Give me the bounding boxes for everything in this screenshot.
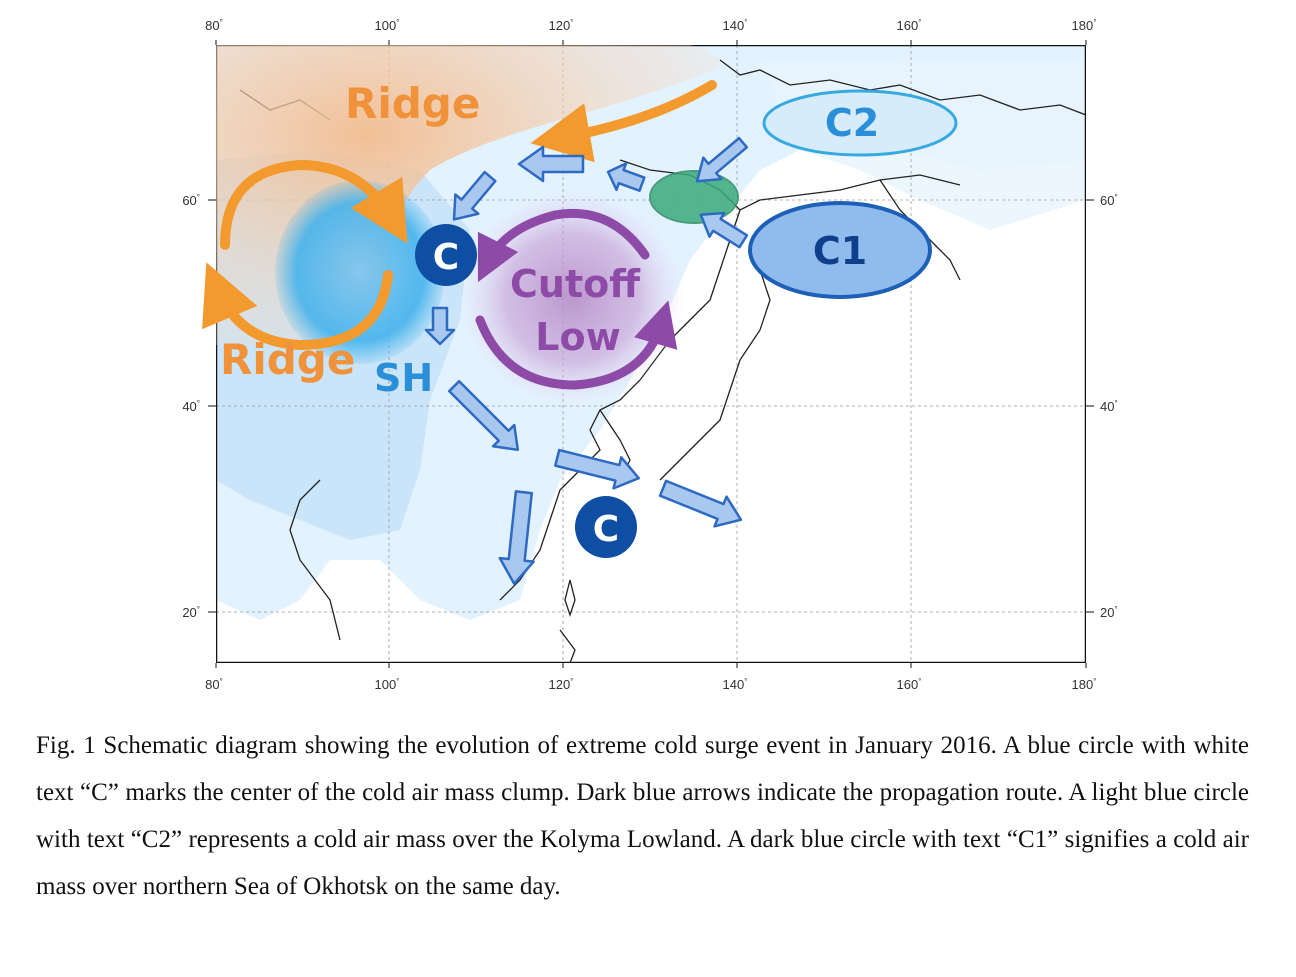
c1-cold-air-mass [748,201,932,299]
lon-label-bottom-80: 80° [205,677,223,692]
schematic-map-figure: 80° 100° 120° 140° 160° 180° 80° 100° 12… [182,18,1118,692]
route-arrow-center-south [424,306,456,346]
lon-label-top-160: 160° [897,18,922,33]
route-arrow-past-japan [658,479,743,528]
cutoff-arrow-lower [475,300,678,390]
lon-label-bottom-100: 100° [375,677,400,692]
route-arrow-to-west-small [606,162,646,192]
ridge-arrows [202,80,717,351]
cutoff-circulation [475,208,678,390]
route-arrow-south-china [498,490,535,585]
lon-label-bottom-140: 140° [723,677,748,692]
lon-label-bottom-180: 180° [1072,677,1097,692]
route-arrow-east-west [517,145,585,183]
lon-label-top-140: 140° [723,18,748,33]
ridge-circulation-lower [202,262,393,351]
lat-labels-left: 60° 40° 20° [182,193,200,620]
cold-center-label-south: C [593,509,619,550]
c2-label: C2 [825,101,879,145]
route-arrow-to-japan [554,448,641,490]
cutoff-arrow-upper [477,208,650,283]
lat-label-left-60: 60° [182,193,200,208]
lon-label-top-120: 120° [549,18,574,33]
ridge-circulation-upper [220,159,408,250]
route-arrow-sh-southeast [447,379,520,452]
lat-labels-right: 60° 40° 20° [1100,193,1118,620]
cutoff-label-line1: Cutoff [510,262,641,306]
lon-label-bottom-120: 120° [549,677,574,692]
cold-center-circle-north [415,224,477,286]
route-arrow-to-center [452,170,497,221]
lon-label-top-100: 100° [375,18,400,33]
ridge-arrow-north [530,80,717,163]
propagation-route-arrows [424,136,749,585]
route-arrow-c1-to-green [699,211,749,249]
route-arrow-c2-to-green [695,136,749,183]
figure-caption: Fig. 1 Schematic diagram showing the evo… [36,732,1249,900]
green-cold-mass [649,170,739,224]
sh-label: SH [374,356,433,400]
lon-labels-top: 80° 100° 120° 140° 160° 180° [205,18,1096,33]
lon-label-top-80: 80° [205,18,223,33]
lat-label-right-40: 40° [1100,399,1118,414]
cutoff-label-line2: Low [535,315,620,359]
c1-label: C1 [813,229,867,273]
lat-label-left-20: 20° [182,605,200,620]
lon-label-bottom-160: 160° [897,677,922,692]
axis-ticks [208,40,1094,668]
lon-labels-bottom: 80° 100° 120° 140° 160° 180° [205,677,1096,692]
lat-label-right-60: 60° [1100,193,1118,208]
lat-label-left-40: 40° [182,399,200,414]
lat-label-right-20: 20° [1100,605,1118,620]
ridge-label-north: Ridge [345,79,480,128]
cold-center-circle-south [575,496,637,558]
cold-center-label-north: C [433,237,459,278]
c2-cold-air-mass [762,89,958,157]
lon-label-top-180: 180° [1072,18,1097,33]
ridge-label-west: Ridge [220,335,355,384]
